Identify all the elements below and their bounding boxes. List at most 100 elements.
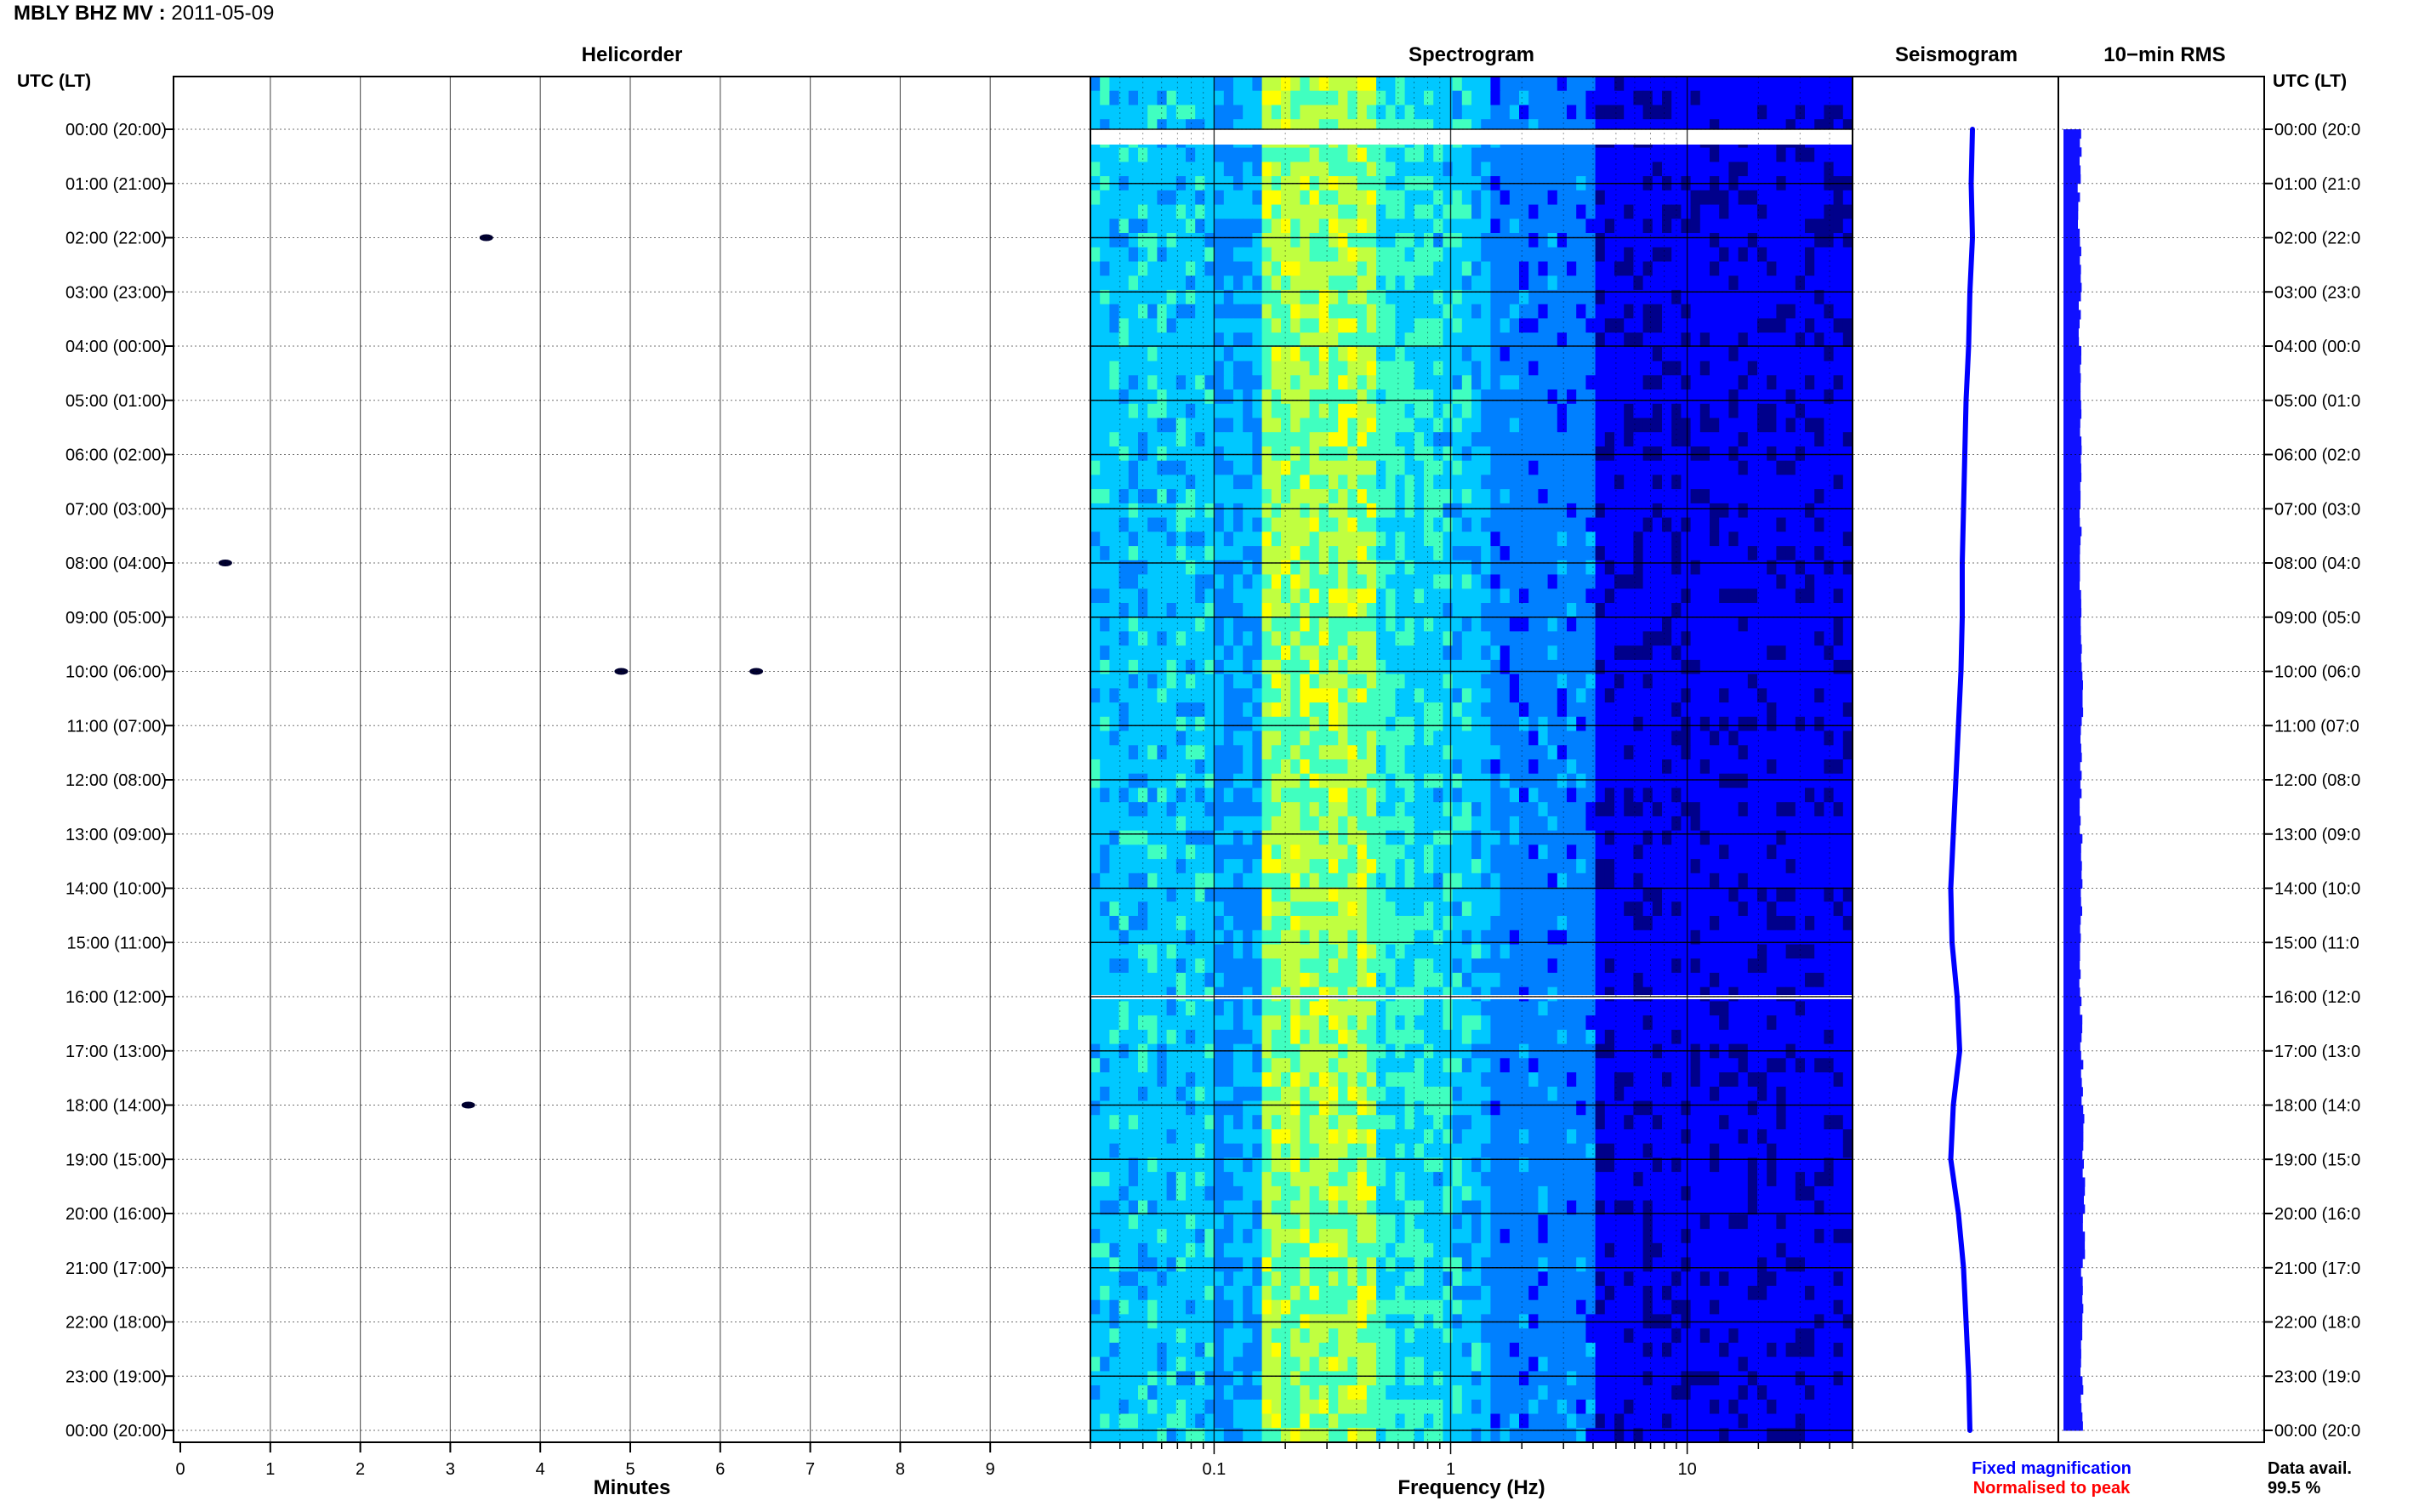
spectrogram-cell bbox=[1710, 916, 1720, 931]
spectrogram-cell bbox=[1681, 887, 1692, 902]
spectrogram-cell bbox=[1223, 958, 1234, 974]
spectrogram-cell bbox=[1490, 276, 1501, 291]
spectrogram-cell bbox=[1642, 859, 1653, 874]
spectrogram-cell bbox=[1538, 77, 1549, 92]
spectrogram-cell bbox=[1747, 90, 1758, 105]
spectrogram-cell bbox=[1128, 759, 1139, 775]
spectrogram-cell bbox=[1443, 645, 1454, 661]
spectrogram-cell bbox=[1166, 730, 1177, 746]
spectrogram-cell bbox=[1329, 147, 1339, 162]
spectrogram-cell bbox=[1538, 190, 1549, 206]
spectrogram-cell bbox=[1195, 887, 1205, 902]
spectrogram-cell bbox=[1728, 276, 1739, 291]
spectrogram-cell bbox=[1204, 560, 1215, 576]
spectrogram-cell bbox=[1681, 716, 1692, 732]
spectrogram-cell bbox=[1281, 816, 1291, 832]
spectrogram-cell bbox=[1576, 318, 1586, 333]
spectrogram-cell bbox=[1223, 460, 1234, 475]
spectrogram-cell bbox=[1271, 759, 1282, 775]
spectrogram-cell bbox=[1728, 361, 1739, 376]
spectrogram-cell bbox=[1557, 944, 1568, 959]
spectrogram-cell bbox=[1767, 859, 1777, 874]
spectrogram-cell bbox=[1118, 361, 1130, 376]
spectrogram-cell bbox=[1776, 944, 1787, 959]
spectrogram-cell bbox=[1767, 887, 1777, 902]
spectrogram-cell bbox=[1776, 745, 1787, 760]
spectrogram-cell bbox=[1490, 333, 1501, 348]
spectrogram-cell bbox=[1728, 318, 1739, 333]
spectrogram-cell bbox=[1719, 503, 1729, 519]
spectrogram-cell bbox=[1710, 90, 1720, 105]
spectrogram-cell bbox=[1109, 90, 1120, 105]
spectrogram-cell bbox=[1500, 887, 1511, 902]
spectrogram-cell bbox=[1424, 574, 1434, 589]
spectrogram-cell bbox=[1671, 77, 1682, 92]
spectrogram-cell bbox=[1261, 489, 1272, 504]
spectrogram-cell bbox=[1357, 333, 1368, 348]
spectrogram-cell bbox=[1243, 289, 1253, 305]
spectrogram-cell bbox=[1243, 162, 1253, 177]
spectrogram-cell bbox=[1690, 346, 1701, 362]
spectrogram-cell bbox=[1585, 617, 1597, 632]
spectrogram-cell bbox=[1186, 887, 1196, 902]
spectrogram-cell bbox=[1481, 247, 1491, 263]
spectrogram-cell bbox=[1252, 389, 1263, 405]
spectrogram-cell bbox=[1223, 603, 1234, 618]
spectrogram-cell bbox=[1585, 546, 1597, 561]
spectrogram-cell bbox=[1461, 603, 1472, 618]
spectrogram-cell bbox=[1395, 333, 1406, 348]
spectrogram-cell bbox=[1728, 289, 1739, 305]
spectrogram-cell bbox=[1261, 446, 1272, 462]
spectrogram-cell bbox=[1186, 147, 1196, 162]
spectrogram-cell bbox=[1633, 418, 1644, 433]
spectrogram-cell bbox=[1357, 389, 1368, 405]
spectrogram-cell bbox=[1681, 432, 1692, 447]
spectrogram-cell bbox=[1461, 617, 1472, 632]
spectrogram-cell bbox=[1785, 730, 1796, 746]
spectrogram-cell bbox=[1252, 759, 1263, 775]
spectrogram-cell bbox=[1785, 759, 1796, 775]
spectrogram-cell bbox=[1662, 446, 1672, 462]
spectrogram-cell bbox=[1633, 901, 1644, 917]
spectrogram-cell bbox=[1509, 90, 1520, 105]
spectrogram-cell bbox=[1186, 517, 1196, 532]
spectrogram-cell bbox=[1547, 147, 1558, 162]
spectrogram-cell bbox=[1395, 361, 1406, 376]
spectrogram-cell bbox=[1833, 90, 1844, 105]
spectrogram-cell bbox=[1281, 745, 1291, 760]
spectrogram-cell bbox=[1252, 787, 1263, 803]
spectrogram-cell bbox=[1547, 446, 1558, 462]
spectrogram-cell bbox=[1633, 716, 1644, 732]
spectrogram-cell bbox=[1290, 432, 1301, 447]
spectrogram-cell bbox=[1728, 674, 1739, 689]
spectrogram-cell bbox=[1833, 361, 1844, 376]
spectrogram-cell bbox=[1642, 688, 1653, 703]
spectrogram-cell bbox=[1690, 432, 1701, 447]
spectrogram-cell bbox=[1157, 773, 1168, 788]
spectrogram-cell bbox=[1424, 219, 1434, 234]
spectrogram-cell bbox=[1290, 730, 1301, 746]
spectrogram-cell bbox=[1290, 702, 1301, 718]
spectrogram-cell bbox=[1281, 588, 1291, 604]
spectrogram-cell bbox=[1338, 247, 1348, 263]
spectrogram-cell bbox=[1347, 745, 1358, 760]
spectrogram-cell bbox=[1519, 475, 1529, 490]
spectrogram-cell bbox=[1357, 261, 1368, 276]
spectrogram-cell bbox=[1814, 233, 1824, 248]
spectrogram-cell bbox=[1128, 375, 1139, 390]
spectrogram-cell bbox=[1814, 588, 1824, 604]
spectrogram-cell bbox=[1281, 901, 1291, 917]
spectrogram-cell bbox=[1624, 289, 1634, 305]
spectrogram-cell bbox=[1147, 204, 1158, 219]
spectrogram-cell bbox=[1633, 77, 1644, 92]
spectrogram-cell bbox=[1261, 531, 1272, 547]
spectrogram-cell bbox=[1690, 190, 1701, 206]
spectrogram-cell bbox=[1642, 418, 1653, 433]
spectrogram-cell bbox=[1166, 147, 1177, 162]
spectrogram-cell bbox=[1214, 503, 1225, 519]
spectrogram-cell bbox=[1633, 859, 1644, 874]
spectrogram-cell bbox=[1252, 745, 1263, 760]
spectrogram-cell bbox=[1186, 588, 1196, 604]
spectrogram-cell bbox=[1690, 105, 1701, 120]
spectrogram-cell bbox=[1281, 346, 1291, 362]
